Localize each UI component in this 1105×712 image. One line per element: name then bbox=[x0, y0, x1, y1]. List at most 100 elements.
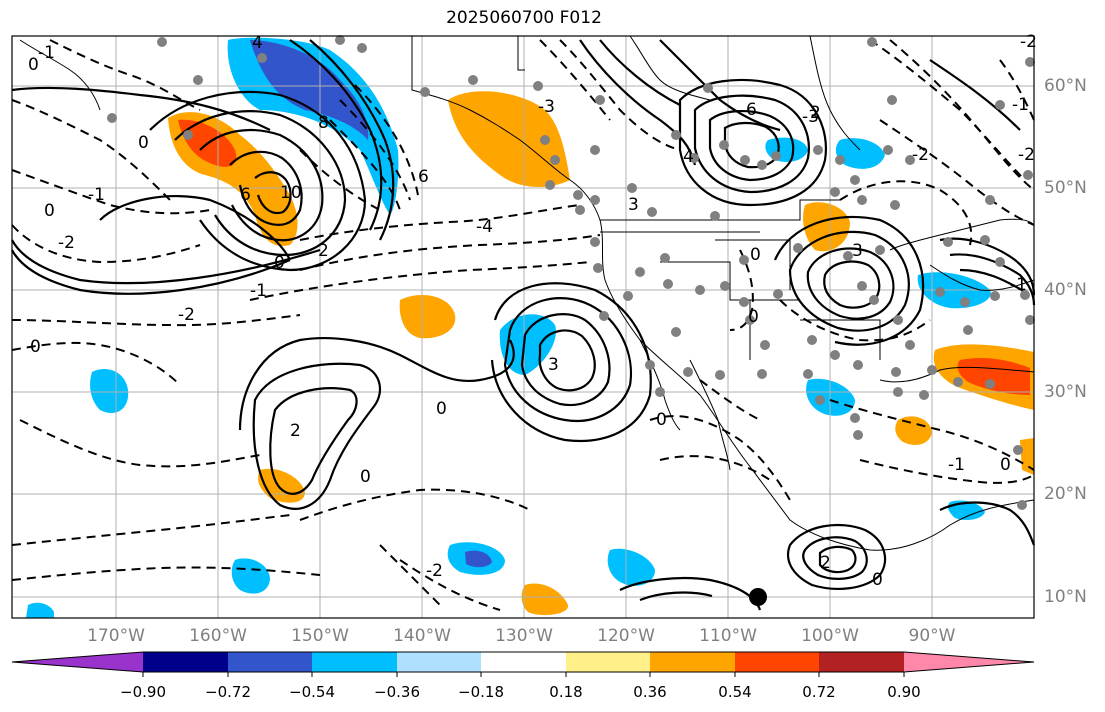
lon-label-170w: 170°W bbox=[87, 626, 145, 646]
shade-orange bbox=[399, 295, 456, 339]
contour-label: 0 bbox=[28, 55, 39, 75]
colorbar-tick: 0.72 bbox=[802, 683, 836, 701]
contour-label: -2 bbox=[178, 305, 195, 325]
colorbar-tick: −0.36 bbox=[374, 683, 420, 701]
contour-label: 0 bbox=[750, 245, 761, 265]
lat-label-50n: 50°N bbox=[1044, 178, 1087, 198]
shade-darkblue bbox=[465, 550, 492, 568]
colorbar-segment bbox=[12, 652, 143, 672]
shade-orange bbox=[448, 91, 570, 187]
lon-label-120w: 120°W bbox=[597, 626, 655, 646]
lat-label-40n: 40°N bbox=[1044, 280, 1087, 300]
colorbar-segment bbox=[650, 652, 735, 672]
contour-label: -2 bbox=[912, 145, 929, 165]
shade-blue bbox=[90, 369, 129, 414]
contour-label: -1 bbox=[1012, 95, 1029, 115]
contour-label: 2 bbox=[810, 103, 821, 123]
contour-label: -1 bbox=[38, 43, 55, 63]
lon-label-110w: 110°W bbox=[699, 626, 757, 646]
contour-label: 0 bbox=[748, 307, 759, 327]
colorbar-segment bbox=[143, 652, 228, 672]
colorbar-tick: −0.72 bbox=[205, 683, 251, 701]
lon-label-160w: 160°W bbox=[189, 626, 247, 646]
colorbar-tick: −0.90 bbox=[120, 683, 166, 701]
contour-label: -1 bbox=[88, 185, 105, 205]
shade-orange bbox=[895, 416, 932, 445]
contour-label: 6 bbox=[746, 100, 757, 120]
contour-label: -1 bbox=[948, 455, 965, 475]
colorbar-segment bbox=[904, 652, 1034, 672]
lon-label-130w: 130°W bbox=[495, 626, 553, 646]
shade-blue bbox=[26, 602, 54, 618]
contour-label: 0 bbox=[138, 133, 149, 153]
colorbar-tick: 0.54 bbox=[718, 683, 752, 701]
contour-label: -2 bbox=[1020, 32, 1037, 52]
contour-label: 0 bbox=[44, 201, 55, 221]
contour-label: 6 bbox=[418, 167, 429, 187]
contour-label: 2 bbox=[290, 421, 301, 441]
colorbar-segment bbox=[228, 652, 312, 672]
colorbar-segment bbox=[566, 652, 650, 672]
shade-orange bbox=[521, 583, 569, 616]
contour-label: 3 bbox=[548, 355, 559, 375]
colorbar-tick: 0.90 bbox=[887, 683, 921, 701]
contour-label: 0 bbox=[872, 570, 883, 590]
contour-label: -2 bbox=[426, 561, 443, 581]
lat-label-30n: 30°N bbox=[1044, 382, 1087, 402]
contour-label: 4 bbox=[252, 33, 263, 53]
lon-label-100w: 100°W bbox=[801, 626, 859, 646]
contour-label: -3 bbox=[538, 97, 555, 117]
colorbar-segment bbox=[735, 652, 819, 672]
colorbar-segment bbox=[397, 652, 481, 672]
shade-blue bbox=[835, 138, 885, 169]
contour-label: 0 bbox=[1000, 455, 1011, 475]
contour-label: 3 bbox=[628, 195, 639, 215]
colorbar-segment bbox=[312, 652, 397, 672]
shade-blue bbox=[806, 378, 855, 416]
contour-label: -2 bbox=[1018, 145, 1035, 165]
station-dots bbox=[107, 35, 1035, 510]
contour-label: 4 bbox=[683, 147, 694, 167]
colorbar-tick: 0.36 bbox=[633, 683, 667, 701]
colorbar-segment bbox=[819, 652, 904, 672]
colorbar bbox=[11, 651, 1035, 677]
shade-orange bbox=[1020, 438, 1034, 475]
colorbar-tick: −0.54 bbox=[289, 683, 335, 701]
contour-label: -1 bbox=[1010, 275, 1027, 295]
contour-label: 2 bbox=[318, 241, 329, 261]
contour-label: -2 bbox=[58, 233, 75, 253]
contour-label: 10 bbox=[280, 183, 302, 203]
colorbar-tick: 0.18 bbox=[549, 683, 583, 701]
lat-label-60n: 60°N bbox=[1044, 76, 1087, 96]
colorbar-tick: −0.18 bbox=[458, 683, 504, 701]
contour-label: 0 bbox=[274, 253, 285, 273]
lon-label-90w: 90°W bbox=[908, 626, 956, 646]
gridlines bbox=[12, 36, 1034, 618]
lat-label-10n: 10°N bbox=[1044, 587, 1087, 607]
contour-label: -4 bbox=[476, 217, 493, 237]
contour-label: 0 bbox=[360, 467, 371, 487]
solid-contours bbox=[11, 39, 1036, 611]
shade-blue bbox=[607, 548, 655, 586]
black-marker bbox=[749, 588, 767, 606]
lat-label-20n: 20°N bbox=[1044, 484, 1087, 504]
plot-frame bbox=[11, 35, 1035, 619]
map-title: 2025060700 F012 bbox=[446, 8, 602, 28]
contour-label: 3 bbox=[852, 241, 863, 261]
shade-blue bbox=[231, 558, 270, 594]
contour-label: 8 bbox=[318, 113, 329, 133]
contour-label: 0 bbox=[656, 410, 667, 430]
contour-label: -1 bbox=[250, 281, 267, 301]
colorbar-segment bbox=[481, 652, 566, 672]
shade-darkblue bbox=[250, 40, 369, 140]
lon-label-150w: 150°W bbox=[291, 626, 349, 646]
lon-label-140w: 140°W bbox=[393, 626, 451, 646]
dashed-contours bbox=[11, 39, 1035, 611]
contour-label: 6 bbox=[240, 185, 251, 205]
shade-orange bbox=[803, 202, 850, 252]
contour-label: 2 bbox=[820, 553, 831, 573]
contour-label: -3 bbox=[802, 107, 819, 127]
contour-label: 0 bbox=[436, 399, 447, 419]
